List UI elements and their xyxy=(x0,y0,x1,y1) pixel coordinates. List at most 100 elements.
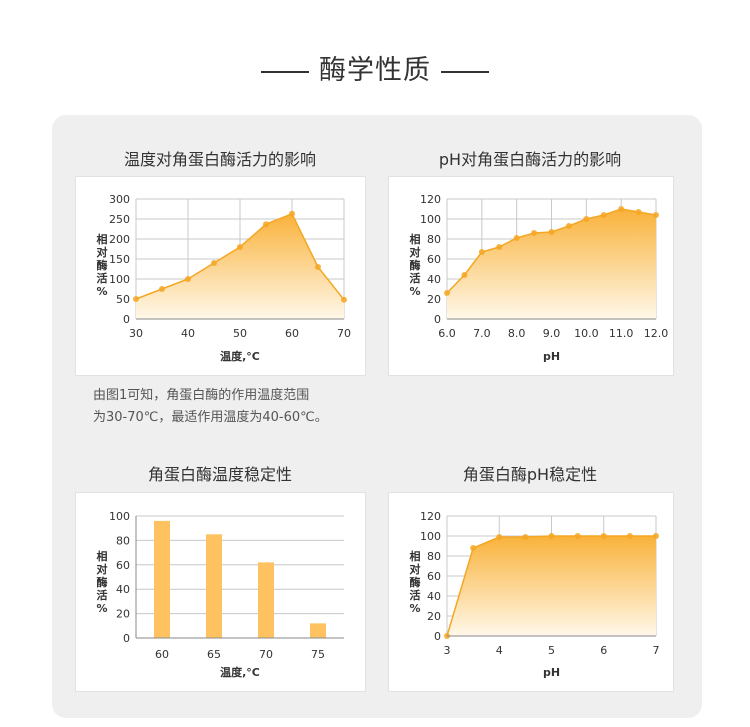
y-axis-label: 相 xyxy=(410,232,421,246)
data-point xyxy=(600,533,607,539)
chart-title: 角蛋白酶温度稳定性 xyxy=(147,465,292,484)
y-tick-label: 40 xyxy=(427,590,441,603)
data-point xyxy=(289,210,295,217)
y-tick-label: 250 xyxy=(109,213,130,226)
data-point xyxy=(635,209,642,215)
area-fill xyxy=(136,213,344,319)
x-tick-label: 60 xyxy=(155,648,169,661)
y-tick-label: 0 xyxy=(123,632,130,645)
y-axis-label: % xyxy=(96,285,107,298)
data-point xyxy=(496,534,503,540)
ph-stability-chart: 0 20 40 60 80 100 120 相对酶活% pH 3 4 5 6 7 xyxy=(388,492,674,692)
y-tick-label: 80 xyxy=(427,233,441,246)
y-tick-label: 20 xyxy=(116,608,130,621)
y-tick-label: 60 xyxy=(427,253,441,266)
x-tick-label: 75 xyxy=(311,648,325,661)
y-tick-label: 60 xyxy=(427,570,441,583)
data-point xyxy=(461,272,468,278)
data-point xyxy=(548,229,555,235)
y-axis-label: 活 xyxy=(410,271,421,285)
data-point xyxy=(159,286,165,292)
y-tick-label: 100 xyxy=(109,273,130,286)
data-point xyxy=(618,206,625,212)
x-tick-label: 6.0 xyxy=(438,327,456,340)
y-tick-label: 40 xyxy=(116,583,130,596)
data-point xyxy=(531,230,538,236)
bar xyxy=(310,623,326,638)
temperature-activity-chart: 0 50 100 150 200 250 300 相对酶活% 温度,°C 30 40 50 60 70 xyxy=(75,176,366,376)
data-point xyxy=(341,296,347,303)
x-tick-label: 70 xyxy=(259,648,273,661)
y-tick-label: 50 xyxy=(116,293,130,306)
note-line: 由图1可知，角蛋白酶的作用温度范围 xyxy=(93,388,310,403)
description-text: 由图1可知，角蛋白酶的作用温度范围 为30-70℃，最适作用温度为40-60℃。 xyxy=(93,385,363,429)
x-tick-label: 65 xyxy=(207,648,221,661)
bar xyxy=(258,562,274,638)
x-axis-label: 温度,°C xyxy=(220,349,260,363)
x-tick-label: 10.0 xyxy=(574,327,599,340)
x-axis-label: 温度,°C xyxy=(220,665,260,679)
data-point xyxy=(653,212,659,218)
x-tick-label: 7.0 xyxy=(473,327,491,340)
x-tick-label: 70 xyxy=(337,327,351,340)
y-tick-label: 200 xyxy=(109,233,130,246)
y-axis-label: 活 xyxy=(97,271,108,285)
data-point xyxy=(522,534,529,540)
area-fill xyxy=(447,209,656,319)
data-point xyxy=(133,296,139,302)
y-tick-label: 80 xyxy=(427,550,441,563)
y-axis-label: 酶 xyxy=(410,258,421,272)
temperature-stability-chart: 0 20 40 60 80 100 相对酶活% 温度,°C 60 65 70 75 xyxy=(75,492,366,692)
y-tick-label: 20 xyxy=(427,610,441,623)
data-point xyxy=(653,533,659,539)
x-tick-label: 12.0 xyxy=(644,327,669,340)
y-tick-label: 0 xyxy=(434,313,441,326)
x-tick-label: 5 xyxy=(548,644,555,657)
data-point xyxy=(470,545,477,551)
x-axis-label: pH xyxy=(543,350,560,363)
heading-text: 酶学性质 xyxy=(319,55,431,86)
ph-activity-chart: 0 20 40 60 80 100 120 相对酶活% pH 6.0 7.0 8.0 9.0 10.0 11… xyxy=(388,176,674,376)
y-tick-label: 120 xyxy=(420,193,441,206)
chart-title: 角蛋白酶pH稳定性 xyxy=(462,465,598,484)
x-tick-label: 8.0 xyxy=(508,327,526,340)
data-point xyxy=(185,276,191,282)
x-tick-label: 50 xyxy=(233,327,247,340)
x-tick-label: 9.0 xyxy=(543,327,561,340)
data-point xyxy=(626,533,633,539)
data-point xyxy=(478,249,485,255)
y-axis-label: 酶 xyxy=(410,575,421,589)
data-point xyxy=(444,290,450,296)
y-tick-label: 80 xyxy=(116,534,130,547)
y-tick-label: 0 xyxy=(434,630,441,643)
data-point xyxy=(496,244,503,250)
x-tick-label: 6 xyxy=(600,644,607,657)
x-tick-label: 7 xyxy=(653,644,660,657)
data-point xyxy=(574,533,581,539)
data-point xyxy=(565,223,572,229)
y-tick-label: 20 xyxy=(427,293,441,306)
y-axis-label: 相 xyxy=(97,232,108,246)
chart-title: pH对角蛋白酶活力的影响 xyxy=(438,150,622,169)
x-tick-label: 3 xyxy=(444,644,451,657)
x-tick-label: 30 xyxy=(129,327,143,340)
data-point xyxy=(211,260,217,266)
y-tick-label: 150 xyxy=(109,253,130,266)
y-axis-label: 酶 xyxy=(97,575,108,589)
area-fill xyxy=(447,536,656,636)
section-heading: 酶学性质 xyxy=(0,48,750,87)
y-tick-label: 60 xyxy=(116,559,130,572)
data-point xyxy=(237,244,243,250)
divider xyxy=(441,70,489,73)
y-tick-label: 300 xyxy=(109,193,130,206)
note-line: 为30-70℃，最适作用温度为40-60℃。 xyxy=(93,410,328,425)
y-tick-label: 100 xyxy=(109,510,130,523)
data-point xyxy=(583,216,590,222)
y-tick-label: 0 xyxy=(123,313,130,326)
y-tick-label: 100 xyxy=(420,213,441,226)
divider xyxy=(261,70,309,73)
y-axis-label: 对 xyxy=(97,245,108,259)
data-point xyxy=(315,264,321,270)
y-axis-label: % xyxy=(96,602,107,615)
